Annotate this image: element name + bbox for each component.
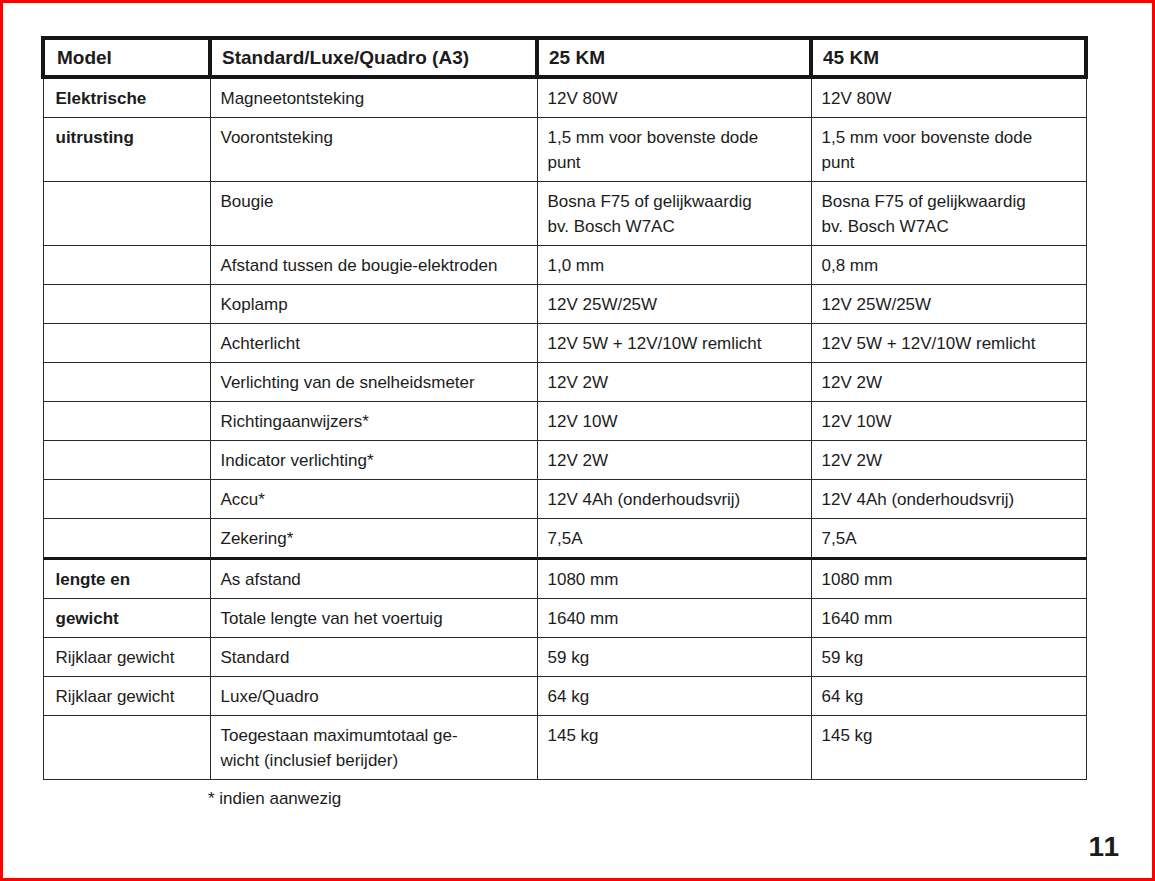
value-45km-cell: 12V 4Ah (onderhoudsvrij)	[811, 480, 1086, 519]
row-label-cell: Accu*	[210, 480, 537, 519]
value-25km-cell: 12V 2W	[537, 441, 811, 480]
row-group-cell	[43, 285, 210, 324]
row-group-cell: Rijklaar gewicht	[43, 677, 210, 716]
manual-page: Model Standard/Luxe/Quadro (A3) 25 KM 45…	[0, 0, 1155, 881]
value-25km-cell: 1,0 mm	[537, 246, 811, 285]
value-25km-cell: 12V 25W/25W	[537, 285, 811, 324]
value-25km-cell: 12V 10W	[537, 402, 811, 441]
table-row: Toegestaan maximumtotaal ge- wicht (incl…	[43, 716, 1086, 780]
row-label-cell: Richtingaanwijzers*	[210, 402, 537, 441]
row-label-cell: As afstand	[210, 559, 537, 599]
row-group-cell	[43, 716, 210, 780]
row-label-cell: Afstand tussen de bougie-elektroden	[210, 246, 537, 285]
row-label-cell: Achterlicht	[210, 324, 537, 363]
value-45km-cell: 1080 mm	[811, 559, 1086, 599]
row-group-cell: uitrusting	[43, 118, 210, 182]
value-45km-cell: 12V 2W	[811, 441, 1086, 480]
value-25km-cell: 59 kg	[537, 638, 811, 677]
row-group-cell	[43, 246, 210, 285]
table-row: BougieBosna F75 of gelijkwaardig bv. Bos…	[43, 182, 1086, 246]
row-label-cell: Luxe/Quadro	[210, 677, 537, 716]
table-header-row: Model Standard/Luxe/Quadro (A3) 25 KM 45…	[43, 38, 1086, 77]
row-group-cell	[43, 402, 210, 441]
col-header-45km: 45 KM	[811, 38, 1086, 77]
row-label-cell: Zekering*	[210, 519, 537, 559]
value-25km-cell: 12V 4Ah (onderhoudsvrij)	[537, 480, 811, 519]
value-25km-cell: 7,5A	[537, 519, 811, 559]
value-45km-cell: 1640 mm	[811, 599, 1086, 638]
value-45km-cell: 12V 25W/25W	[811, 285, 1086, 324]
value-45km-cell: 1,5 mm voor bovenste dode punt	[811, 118, 1086, 182]
row-label-cell: Verlichting van de snelheidsmeter	[210, 363, 537, 402]
row-label-cell: Standard	[210, 638, 537, 677]
row-label-cell: Magneetontsteking	[210, 77, 537, 118]
row-group-cell	[43, 441, 210, 480]
page-number: 11	[1088, 831, 1120, 863]
table-row: gewichtTotale lengte van het voertuig164…	[43, 599, 1086, 638]
footnote: * indien aanwezig	[208, 786, 341, 811]
value-45km-cell: 145 kg	[811, 716, 1086, 780]
value-25km-cell: 64 kg	[537, 677, 811, 716]
value-25km-cell: 12V 80W	[537, 77, 811, 118]
col-header-25km: 25 KM	[537, 38, 811, 77]
value-45km-cell: Bosna F75 of gelijkwaardig bv. Bosch W7A…	[811, 182, 1086, 246]
row-group-cell: gewicht	[43, 599, 210, 638]
table-row: Koplamp12V 25W/25W12V 25W/25W	[43, 285, 1086, 324]
table-row: Afstand tussen de bougie-elektroden1,0 m…	[43, 246, 1086, 285]
value-45km-cell: 64 kg	[811, 677, 1086, 716]
spec-table-body: ElektrischeMagneetontsteking12V 80W12V 8…	[43, 77, 1086, 780]
value-25km-cell: 12V 5W + 12V/10W remlicht	[537, 324, 811, 363]
table-row: Richtingaanwijzers*12V 10W12V 10W	[43, 402, 1086, 441]
row-label-cell: Toegestaan maximumtotaal ge- wicht (incl…	[210, 716, 537, 780]
value-45km-cell: 12V 2W	[811, 363, 1086, 402]
row-group-cell	[43, 182, 210, 246]
table-row: uitrustingVoorontsteking1,5 mm voor bove…	[43, 118, 1086, 182]
table-row: Achterlicht12V 5W + 12V/10W remlicht12V …	[43, 324, 1086, 363]
row-group-cell	[43, 519, 210, 559]
value-45km-cell: 12V 5W + 12V/10W remlicht	[811, 324, 1086, 363]
row-label-cell: Voorontsteking	[210, 118, 537, 182]
col-header-variant: Standard/Luxe/Quadro (A3)	[210, 38, 537, 77]
row-group-cell: Elektrische	[43, 77, 210, 118]
row-label-cell: Indicator verlichting*	[210, 441, 537, 480]
table-row: Rijklaar gewichtStandard59 kg59 kg	[43, 638, 1086, 677]
value-25km-cell: 1,5 mm voor bovenste dode punt	[537, 118, 811, 182]
value-25km-cell: 1640 mm	[537, 599, 811, 638]
value-45km-cell: 59 kg	[811, 638, 1086, 677]
row-group-cell: lengte en	[43, 559, 210, 599]
row-group-cell	[43, 480, 210, 519]
table-row: lengte enAs afstand1080 mm1080 mm	[43, 559, 1086, 599]
row-group-cell: Rijklaar gewicht	[43, 638, 210, 677]
value-25km-cell: Bosna F75 of gelijkwaardig bv. Bosch W7A…	[537, 182, 811, 246]
spec-table: Model Standard/Luxe/Quadro (A3) 25 KM 45…	[41, 36, 1088, 780]
value-25km-cell: 12V 2W	[537, 363, 811, 402]
table-row: Accu*12V 4Ah (onderhoudsvrij)12V 4Ah (on…	[43, 480, 1086, 519]
row-label-cell: Koplamp	[210, 285, 537, 324]
table-row: Zekering*7,5A7,5A	[43, 519, 1086, 559]
table-row: ElektrischeMagneetontsteking12V 80W12V 8…	[43, 77, 1086, 118]
value-45km-cell: 7,5A	[811, 519, 1086, 559]
value-45km-cell: 12V 80W	[811, 77, 1086, 118]
row-group-cell	[43, 324, 210, 363]
value-25km-cell: 145 kg	[537, 716, 811, 780]
row-label-cell: Totale lengte van het voertuig	[210, 599, 537, 638]
value-45km-cell: 12V 10W	[811, 402, 1086, 441]
value-25km-cell: 1080 mm	[537, 559, 811, 599]
table-row: Rijklaar gewichtLuxe/Quadro64 kg64 kg	[43, 677, 1086, 716]
table-row: Verlichting van de snelheidsmeter12V 2W1…	[43, 363, 1086, 402]
col-header-model: Model	[43, 38, 210, 77]
table-row: Indicator verlichting*12V 2W12V 2W	[43, 441, 1086, 480]
row-group-cell	[43, 363, 210, 402]
row-label-cell: Bougie	[210, 182, 537, 246]
value-45km-cell: 0,8 mm	[811, 246, 1086, 285]
